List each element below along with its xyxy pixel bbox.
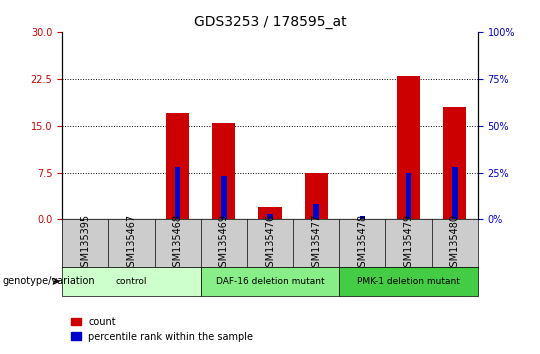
Bar [166, 113, 189, 219]
Bar [339, 267, 478, 296]
Title: GDS3253 / 178595_at: GDS3253 / 178595_at [194, 16, 346, 29]
Bar [452, 167, 457, 219]
Bar [201, 267, 339, 296]
Bar [212, 122, 235, 219]
Bar [221, 176, 227, 219]
Bar [443, 107, 467, 219]
Bar [305, 172, 328, 219]
Text: GSM135479: GSM135479 [403, 214, 414, 273]
Text: GSM135477: GSM135477 [311, 214, 321, 273]
Text: GSM135468: GSM135468 [173, 214, 183, 273]
Text: GSM135467: GSM135467 [126, 214, 137, 273]
Text: GSM135476: GSM135476 [265, 214, 275, 273]
Bar [406, 172, 411, 219]
Text: GSM135480: GSM135480 [450, 214, 460, 273]
Bar [267, 214, 273, 219]
Bar [259, 207, 281, 219]
Bar [62, 267, 201, 296]
Text: PMK-1 deletion mutant: PMK-1 deletion mutant [357, 277, 460, 286]
Text: GSM135469: GSM135469 [219, 214, 229, 273]
Text: genotype/variation: genotype/variation [3, 276, 96, 286]
Bar [313, 205, 319, 219]
Text: DAF-16 deletion mutant: DAF-16 deletion mutant [215, 277, 325, 286]
Bar [360, 216, 365, 219]
Bar [175, 167, 180, 219]
Bar [397, 76, 420, 219]
Text: GSM135395: GSM135395 [80, 214, 90, 273]
Text: GSM135478: GSM135478 [357, 214, 367, 273]
Legend: count, percentile rank within the sample: count, percentile rank within the sample [67, 313, 257, 346]
Text: control: control [116, 277, 147, 286]
